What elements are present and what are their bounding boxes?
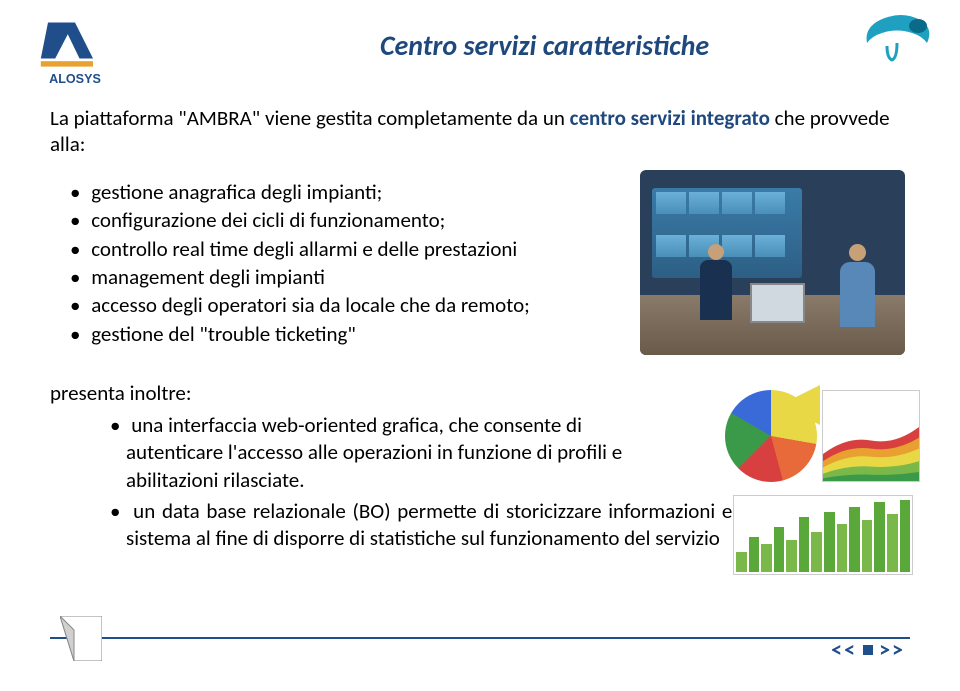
- list-item: gestione anagrafica degli impianti;: [70, 178, 610, 206]
- slide-nav: << >>: [831, 636, 905, 663]
- presenta-label: presenta inoltre:: [50, 380, 192, 406]
- list-item: una interfaccia web-oriented grafica, ch…: [110, 412, 670, 494]
- intro-paragraph: La piattaforma "AMBRA" viene gestita com…: [50, 105, 910, 158]
- control-room-image: [640, 170, 905, 355]
- area-chart-icon: [822, 390, 920, 482]
- phone-decoration: [862, 8, 932, 63]
- secondary-bullet-list: una interfaccia web-oriented grafica, ch…: [110, 412, 670, 556]
- pie-chart-icon: [725, 390, 817, 482]
- list-item: management degli impianti: [70, 263, 610, 291]
- intro-text-1: La piattaforma "AMBRA" viene gestita com…: [50, 105, 570, 131]
- list-item: configurazione dei cicli di funzionament…: [70, 206, 610, 234]
- main-bullet-list: gestione anagrafica degli impianti; conf…: [70, 178, 610, 348]
- list-item: accesso degli operatori sia da locale ch…: [70, 291, 610, 319]
- svg-text:ALOSYS: ALOSYS: [49, 72, 101, 86]
- footer-divider: [50, 637, 910, 639]
- list-item: gestione del "trouble ticketing": [70, 320, 610, 348]
- list-item: un data base relazionale (BO) permette d…: [110, 498, 810, 553]
- brand-logo: ALOSYS: [30, 18, 120, 95]
- nav-stop-icon[interactable]: [863, 645, 873, 655]
- list-item: controllo real time degli allarmi e dell…: [70, 235, 610, 263]
- page-curl-decoration: [60, 616, 102, 661]
- bar-chart-icon: [733, 495, 913, 575]
- nav-next[interactable]: >>: [879, 636, 905, 663]
- intro-keyword: centro servizi integrato: [570, 105, 770, 131]
- nav-prev[interactable]: <<: [831, 636, 857, 663]
- charts-image: [725, 390, 920, 575]
- slide-title: Centro servizi caratteristiche: [380, 28, 709, 63]
